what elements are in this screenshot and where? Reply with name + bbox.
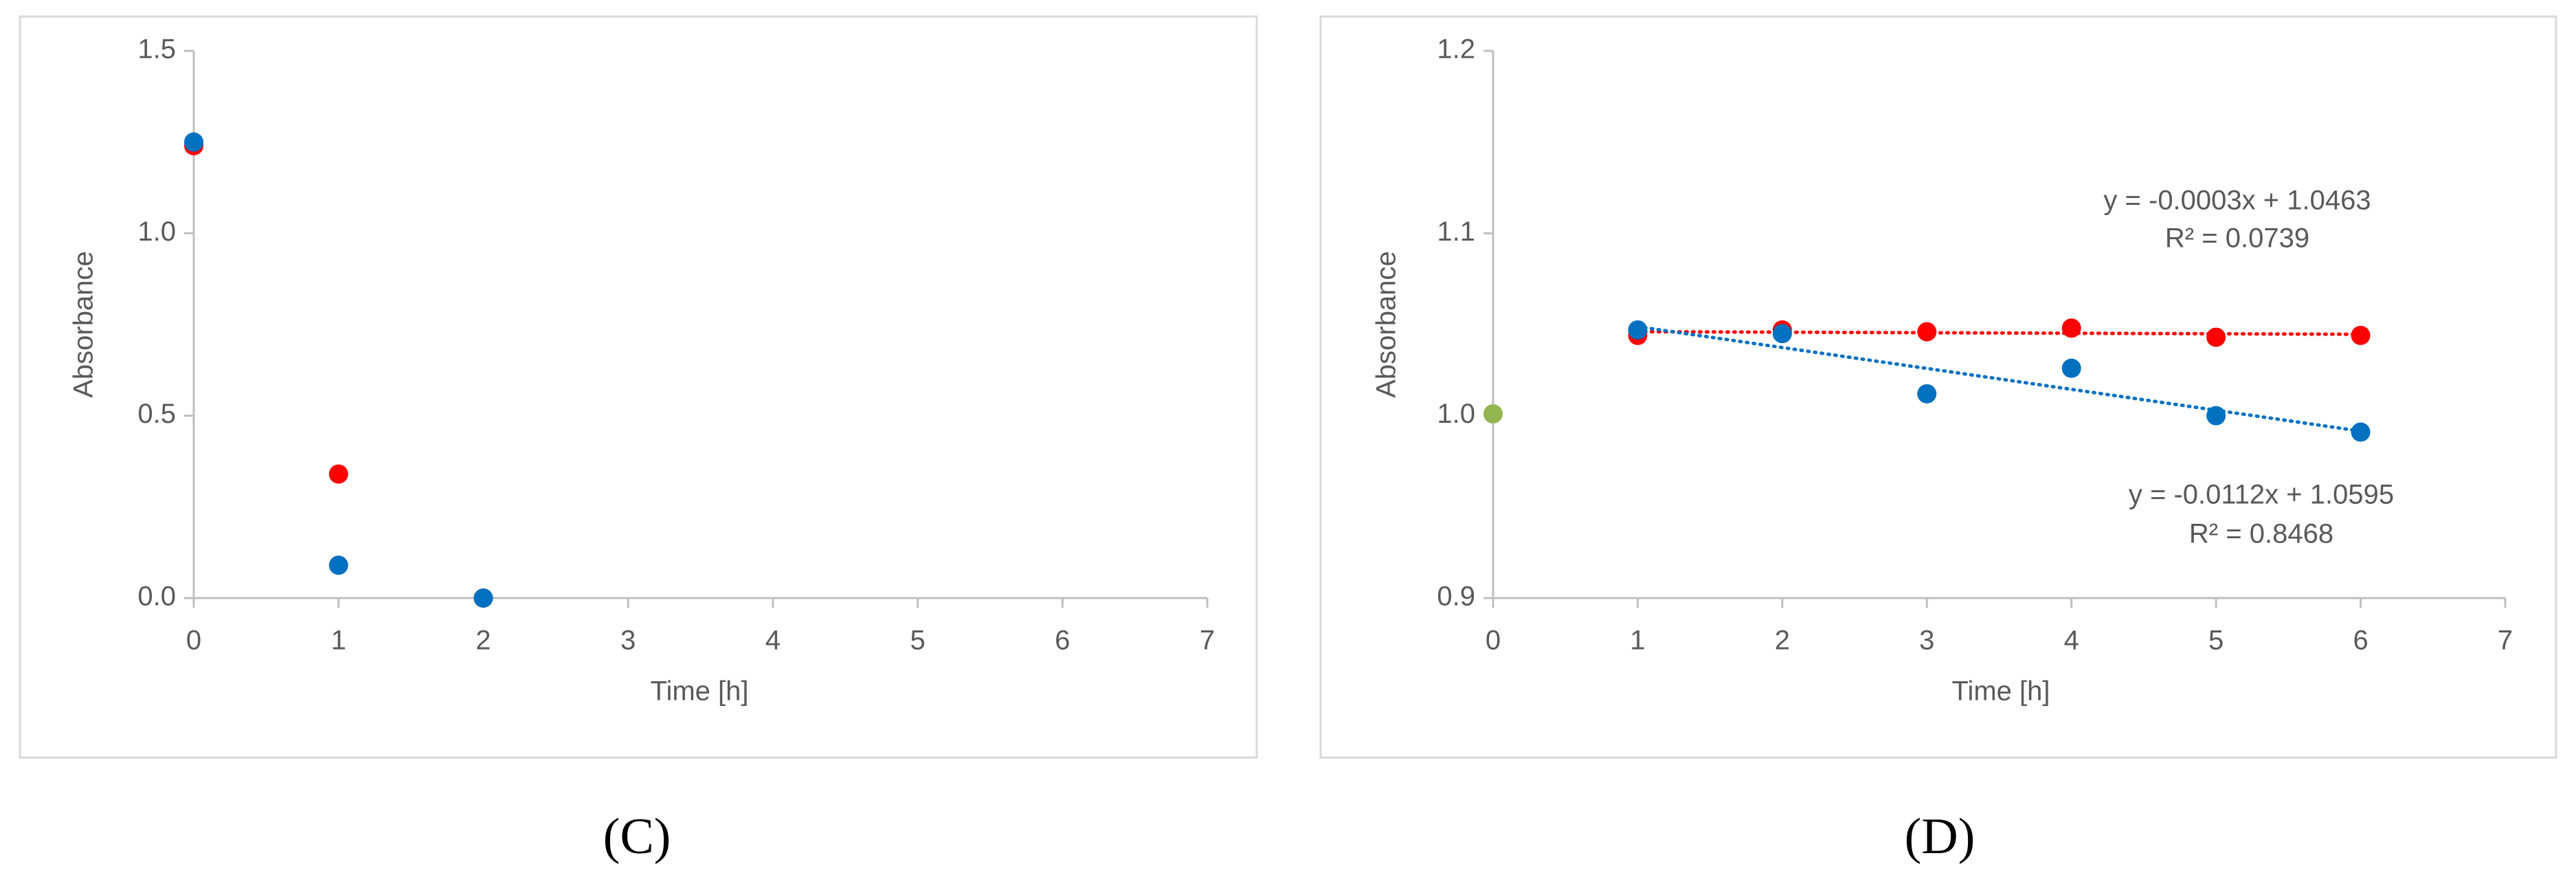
data-point xyxy=(473,588,493,608)
y-tick-label: 1.1 xyxy=(1437,217,1475,247)
data-point xyxy=(328,464,348,484)
data-point xyxy=(184,132,203,152)
x-tick-label: 1 xyxy=(1630,626,1645,656)
data-point xyxy=(2061,358,2081,378)
x-tick-label: 4 xyxy=(2064,626,2079,656)
x-tick-label: 4 xyxy=(765,626,781,656)
data-point xyxy=(1772,324,1792,344)
data-point xyxy=(1483,404,1503,424)
x-axis-title: Time [h] xyxy=(1952,676,2050,707)
panel-frame xyxy=(19,15,1258,759)
x-tick-label: 6 xyxy=(1055,626,1070,656)
data-point xyxy=(2206,327,2226,347)
x-tick-label: 7 xyxy=(1200,626,1215,656)
y-tick-label: 0.9 xyxy=(1437,582,1475,612)
x-tick-label: 3 xyxy=(1919,626,1934,656)
y-tick-label: 1.5 xyxy=(137,34,176,65)
y-tick-label: 1.0 xyxy=(137,217,176,247)
trendline-equation: y = -0.0112x + 1.0595 xyxy=(2129,480,2394,510)
x-tick-label: 2 xyxy=(475,626,491,656)
x-tick-label: 6 xyxy=(2353,626,2368,656)
trendline xyxy=(1635,324,2363,433)
data-point xyxy=(1917,384,1937,404)
x-tick-label: 0 xyxy=(186,626,201,656)
data-point xyxy=(2351,325,2371,345)
x-tick-label: 2 xyxy=(1775,626,1790,656)
y-tick-label: 0.0 xyxy=(137,582,176,612)
data-point xyxy=(1917,322,1937,342)
x-tick-label: 7 xyxy=(2498,626,2513,656)
trendline-equation: R² = 0.0739 xyxy=(2165,223,2309,254)
x-tick-label: 0 xyxy=(1486,626,1501,656)
y-tick-label: 0.5 xyxy=(137,399,176,429)
data-point xyxy=(328,555,348,575)
x-tick-label: 5 xyxy=(910,626,925,656)
trendline-equation: R² = 0.8468 xyxy=(2189,519,2333,549)
trendline-equation: y = -0.0003x + 1.0463 xyxy=(2103,186,2371,216)
x-tick-label: 3 xyxy=(620,626,636,656)
x-tick-label: 1 xyxy=(331,626,346,656)
data-point xyxy=(2351,422,2371,442)
data-point xyxy=(1628,320,1648,340)
x-tick-label: 5 xyxy=(2208,626,2224,656)
panel-label: (C) xyxy=(603,808,671,865)
y-axis-title: Absorbance xyxy=(69,251,99,397)
panel-label: (D) xyxy=(1905,808,1975,865)
y-tick-label: 1.2 xyxy=(1437,34,1475,65)
y-tick-label: 1.0 xyxy=(1437,399,1475,429)
data-point xyxy=(2061,318,2081,338)
data-point xyxy=(2206,406,2226,426)
panel-frame xyxy=(1319,15,2557,759)
trendline xyxy=(1635,329,2363,336)
x-axis-title: Time [h] xyxy=(651,676,749,707)
y-axis-title: Absorbance xyxy=(1371,251,1402,397)
